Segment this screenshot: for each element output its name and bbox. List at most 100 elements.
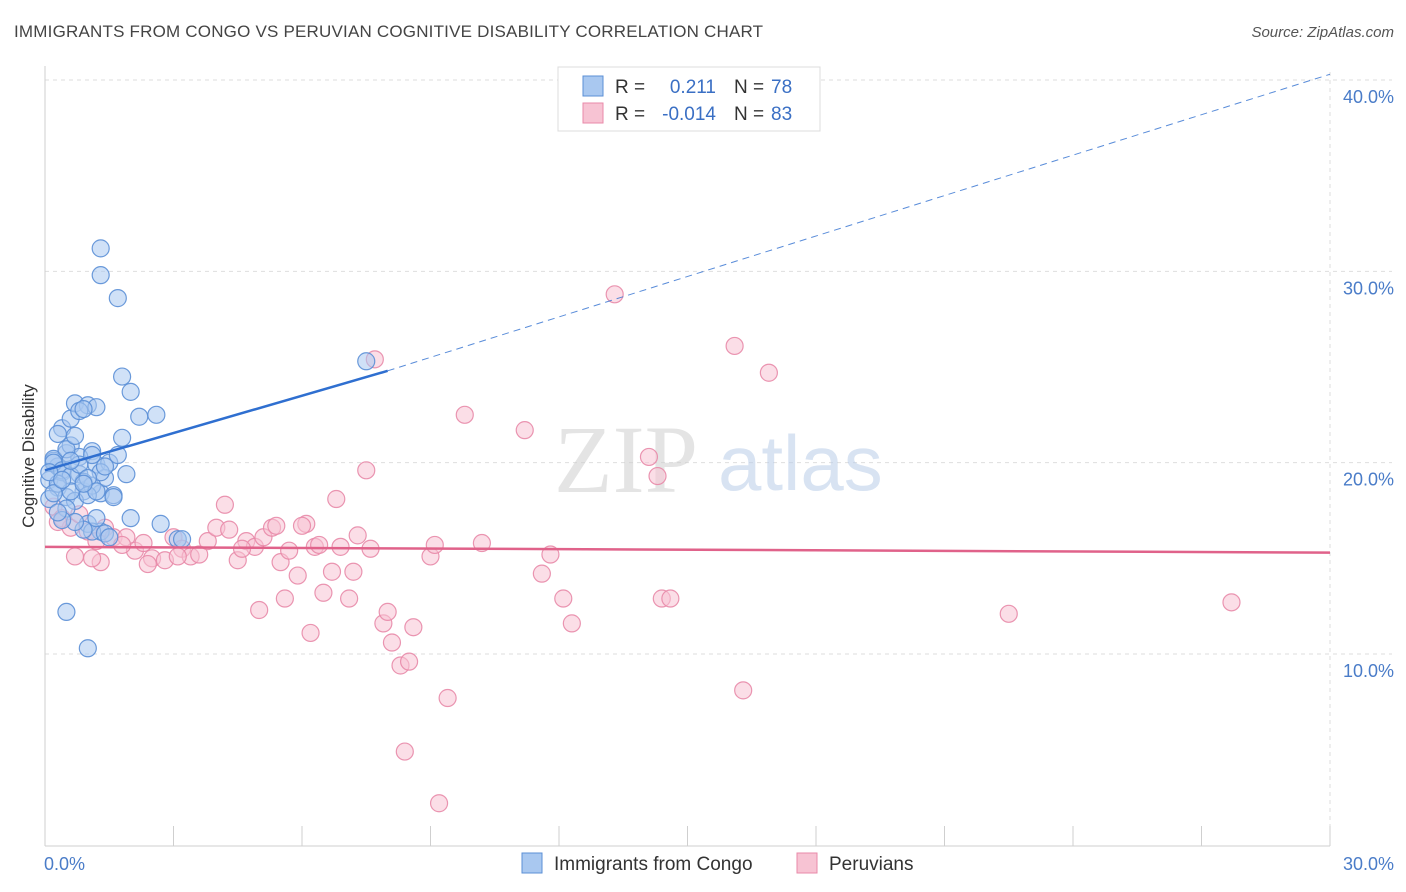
watermark-atlas: atlas xyxy=(718,419,883,507)
y-tick-label: 10.0% xyxy=(1343,661,1394,681)
legend-r-value-peruvians: -0.014 xyxy=(662,104,716,125)
peruvians-point xyxy=(404,618,423,637)
series-congo-points xyxy=(40,239,376,658)
series-legend: Immigrants from Congo Peruvians xyxy=(521,852,914,875)
congo-point xyxy=(112,367,132,386)
peruvians-point xyxy=(275,589,294,608)
peruvians-point xyxy=(999,604,1018,623)
peruvians-point xyxy=(532,564,551,583)
peruvians-point xyxy=(65,547,85,566)
legend-r-label-congo: R = xyxy=(615,77,645,98)
congo-point xyxy=(130,407,149,426)
peruvians-point xyxy=(438,688,457,708)
peruvians-point xyxy=(725,336,744,356)
peruvians-point xyxy=(378,602,397,622)
peruvians-point xyxy=(220,520,239,539)
peruvians-point xyxy=(605,285,624,304)
peruvians-point xyxy=(322,562,342,581)
legend-label-peruvians: Peruvians xyxy=(829,854,914,875)
y-tick-label: 30.0% xyxy=(1343,278,1394,298)
y-tick-labels: 10.0% 20.0% 30.0% 40.0% xyxy=(1343,87,1394,681)
congo-point xyxy=(100,528,119,547)
peruvians-point xyxy=(215,495,234,514)
peruvians-point xyxy=(429,794,449,813)
peruvians-point xyxy=(382,633,402,652)
legend-n-label-congo: N = xyxy=(734,77,764,98)
peruvians-point xyxy=(515,421,534,440)
legend-swatch-bottom-congo xyxy=(521,852,543,874)
peruvians-point xyxy=(734,681,753,700)
peruvians-point xyxy=(292,516,312,535)
grid-lines xyxy=(45,72,1392,845)
chart-title: IMMIGRANTS FROM CONGO VS PERUVIAN COGNIT… xyxy=(14,22,764,41)
peruvians-point xyxy=(357,461,376,480)
congo-point xyxy=(147,405,166,424)
legend-n-label-peruvians: N = xyxy=(734,104,764,125)
congo-point xyxy=(357,352,376,371)
stats-legend: R = 0.211 N = 78 R = -0.014 N = 83 xyxy=(557,66,821,132)
peruvians-point xyxy=(395,742,414,761)
y-axis-title: Cognitive Disability xyxy=(19,384,38,528)
peruvians-point xyxy=(399,652,419,671)
congo-point xyxy=(44,484,63,503)
peruvians-point xyxy=(639,447,659,467)
peruvians-point xyxy=(562,614,581,633)
congo-point xyxy=(121,509,140,528)
legend-n-value-peruvians: 83 xyxy=(771,104,792,125)
congo-trend-extension xyxy=(387,73,1331,372)
congo-point xyxy=(87,509,106,528)
peruvians-point xyxy=(1222,593,1241,612)
peruvians-point xyxy=(83,549,102,568)
congo-point xyxy=(48,503,67,522)
congo-point xyxy=(78,639,97,658)
peruvians-point xyxy=(327,489,346,509)
peruvians-point xyxy=(661,589,680,608)
legend-swatch-peruvians xyxy=(582,102,604,124)
peruvians-point xyxy=(425,535,444,555)
congo-point xyxy=(95,457,115,476)
congo-point xyxy=(117,465,136,484)
legend-swatch-congo xyxy=(582,75,604,97)
legend-label-congo: Immigrants from Congo xyxy=(554,854,753,875)
congo-point xyxy=(57,602,76,622)
congo-point xyxy=(48,424,67,444)
x-tick-label-max: 30.0% xyxy=(1343,854,1394,874)
congo-point xyxy=(108,289,127,308)
congo-point xyxy=(53,470,72,489)
congo-point xyxy=(74,474,93,493)
source-label: Source: ZipAtlas.com xyxy=(1251,24,1394,41)
congo-point xyxy=(172,530,192,549)
congo-trend-line xyxy=(44,369,389,472)
congo-point xyxy=(104,488,123,507)
peruvians-point xyxy=(190,545,209,564)
peruvians-point xyxy=(301,623,320,643)
legend-r-value-congo: 0.211 xyxy=(670,77,716,98)
peruvians-point xyxy=(134,533,153,553)
y-tick-label: 20.0% xyxy=(1343,470,1394,490)
peruvians-point xyxy=(280,541,299,560)
watermark: ZIP atlas xyxy=(554,406,883,513)
peruvians-point xyxy=(310,535,329,555)
legend-r-label-peruvians: R = xyxy=(615,104,645,125)
peruvians-point xyxy=(554,589,573,608)
congo-point xyxy=(121,382,140,401)
trend-lines xyxy=(44,73,1331,554)
peruvians-point xyxy=(314,583,333,602)
x-tick-label-min: 0.0% xyxy=(44,854,85,874)
peruvians-trend-line xyxy=(44,545,1331,554)
peruvians-point xyxy=(168,547,187,566)
legend-n-value-congo: 78 xyxy=(771,77,792,98)
peruvians-point xyxy=(348,526,367,545)
peruvians-point xyxy=(648,466,667,486)
peruvians-point xyxy=(344,562,363,581)
peruvians-point xyxy=(138,554,157,574)
peruvians-point xyxy=(455,405,474,424)
legend-swatch-bottom-peruvians xyxy=(796,852,818,874)
peruvians-point xyxy=(472,533,491,553)
y-tick-label: 40.0% xyxy=(1343,87,1394,107)
peruvians-point xyxy=(288,566,307,585)
congo-point xyxy=(74,399,93,419)
watermark-zip: ZIP xyxy=(554,406,698,513)
peruvians-point xyxy=(759,363,778,382)
